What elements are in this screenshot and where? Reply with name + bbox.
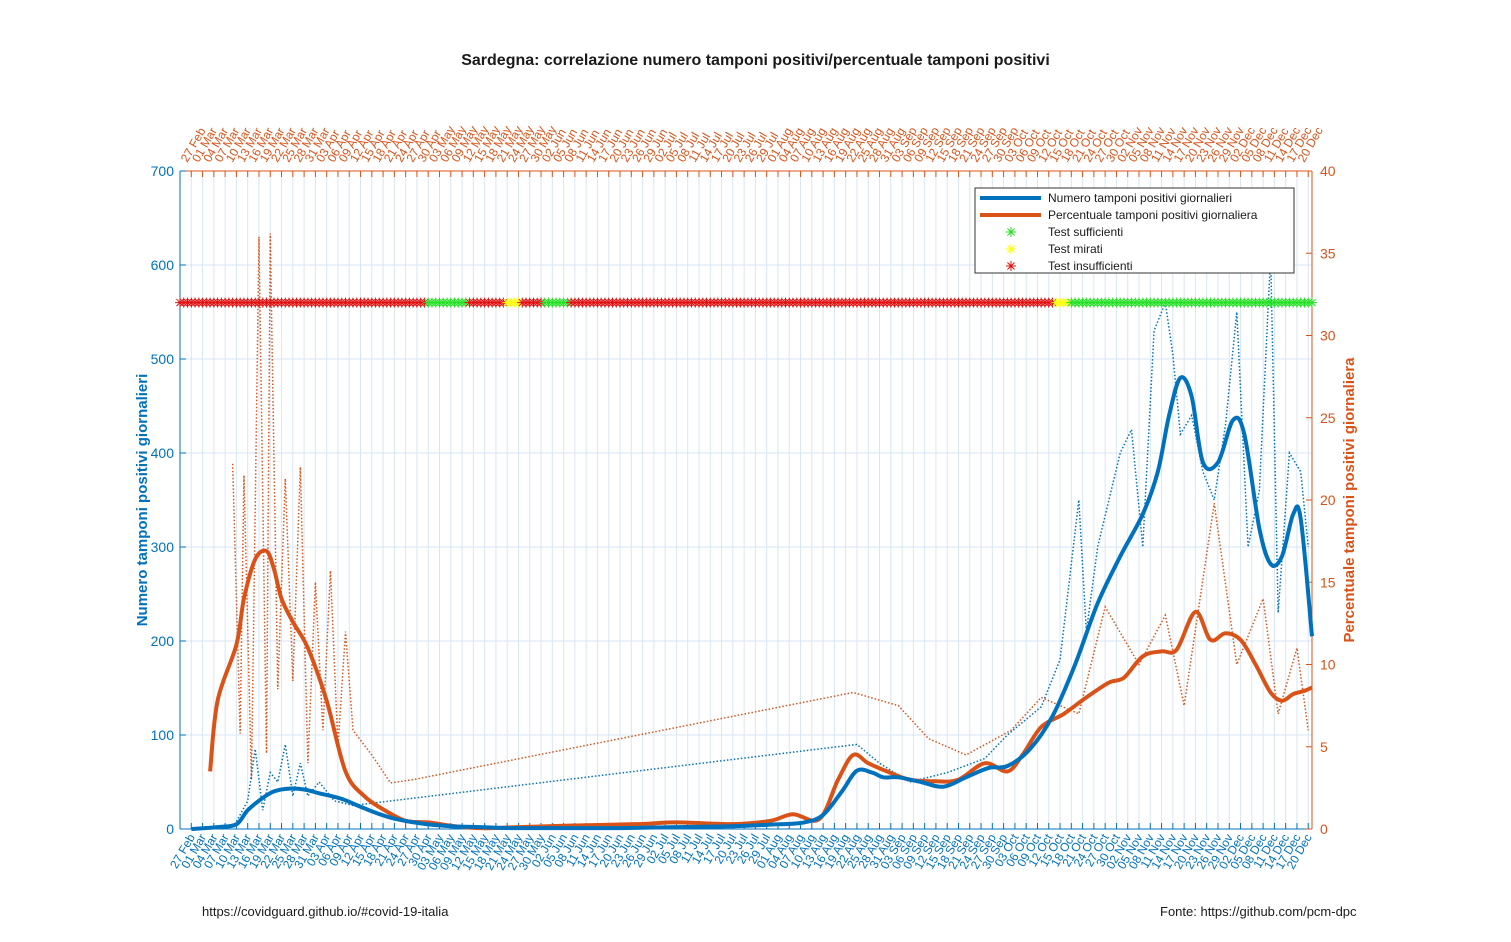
- legend: Numero tamponi positivi giornalieri Perce…: [974, 187, 1295, 274]
- y-tick-label-right: 10: [1320, 657, 1336, 673]
- y-tick-label-left: 700: [151, 163, 175, 179]
- series-line-percentuale: [208, 548, 1313, 831]
- star-stroke: [1007, 228, 1015, 236]
- chart-title: Sardegna: correlazione numero tamponi po…: [461, 52, 1050, 69]
- series-daily-percentuale: [231, 233, 1309, 784]
- y-axis-label-left: Numero tamponi positivi giornalieri: [134, 374, 151, 627]
- test-status-markers: [175, 297, 1317, 308]
- y-tick-labels-right: 0 5 10 15 20 25 30 35 40: [1306, 163, 1336, 837]
- test-status-marker-sufficient: [1307, 297, 1317, 308]
- y-tick-label-left: 300: [151, 539, 175, 555]
- legend-box: [974, 187, 1295, 274]
- y-axis-label-right: Percentuale tamponi positivi giornaliera: [1341, 357, 1358, 643]
- y-tick-label-left: 500: [151, 351, 175, 367]
- legend-label: Test sufficienti: [1048, 225, 1123, 239]
- y-tick-label-left: 0: [166, 821, 174, 837]
- star-stroke: [1007, 245, 1015, 253]
- series-daily-numero: [235, 255, 1309, 822]
- legend-star-icon: [1006, 244, 1016, 254]
- y-tick-label-left: 200: [151, 633, 175, 649]
- y-tick-label-right: 40: [1320, 163, 1336, 179]
- y-tick-label-right: 5: [1320, 739, 1328, 755]
- y-tick-label-right: 25: [1320, 410, 1336, 426]
- y-tick-label-right: 30: [1320, 328, 1336, 344]
- star-stroke: [1007, 262, 1015, 270]
- y-tick-label-right: 35: [1320, 245, 1336, 261]
- star-stroke: [1308, 298, 1316, 307]
- footer-source-url: https://covidguard.github.io/#covid-19-i…: [202, 904, 449, 919]
- y-tick-label-left: 100: [151, 727, 175, 743]
- footer-data-source: Fonte: https://github.com/pcm-dpc: [1160, 904, 1357, 919]
- y-tick-labels-left: 0 100 200 300 400 500 600 700: [151, 163, 186, 837]
- series-line-numero: [191, 375, 1314, 831]
- y-tick-label-left: 400: [151, 445, 175, 461]
- legend-star-icon: [1006, 227, 1016, 237]
- legend-label: Percentuale tamponi positivi giornaliera: [1048, 208, 1258, 222]
- y-tick-label-left: 600: [151, 257, 175, 273]
- y-tick-label-right: 20: [1320, 492, 1336, 508]
- legend-label: Test insufficienti: [1048, 259, 1133, 273]
- legend-star-icon: [1006, 261, 1016, 271]
- legend-label: Test mirati: [1048, 242, 1103, 256]
- y-tick-label-right: 0: [1320, 821, 1328, 837]
- y-tick-label-right: 15: [1320, 574, 1336, 590]
- legend-label: Numero tamponi positivi giornalieri: [1048, 191, 1232, 205]
